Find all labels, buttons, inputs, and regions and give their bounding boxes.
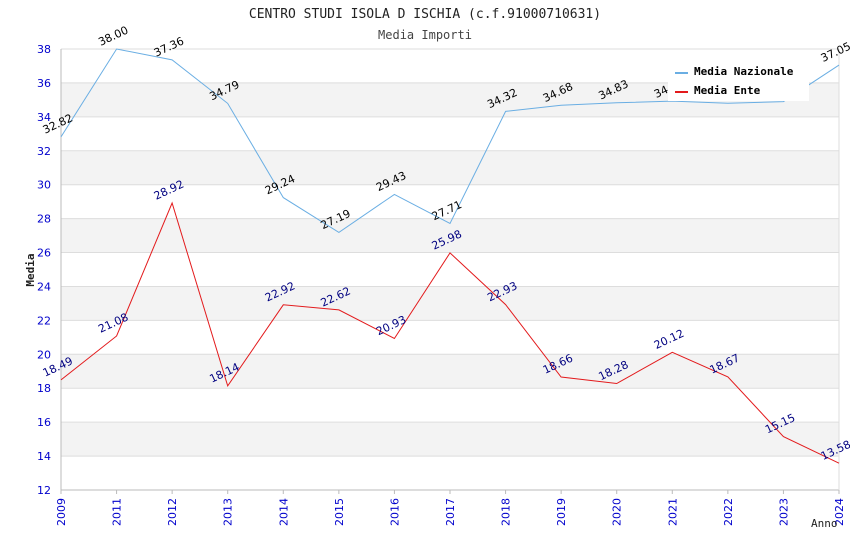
- grid-band: [61, 286, 839, 321]
- y-tick-label: 18: [37, 382, 51, 395]
- x-tick-label: 2021: [666, 498, 679, 526]
- x-tick-label: 2015: [333, 498, 346, 526]
- grid-bands: [61, 82, 839, 457]
- y-tick-label: 22: [37, 314, 51, 327]
- y-tick-label: 24: [37, 280, 51, 293]
- series-line-media-nazionale: [60, 48, 840, 233]
- legend-label-media-nazionale: Media Nazionale: [694, 65, 794, 78]
- y-tick-label: 12: [37, 484, 51, 497]
- grid-band: [61, 150, 839, 185]
- x-tick-label: 2013: [222, 498, 235, 526]
- x-tick-label: 2014: [277, 498, 290, 526]
- x-tick-label: 2011: [111, 498, 124, 526]
- chart-title: CENTRO STUDI ISOLA D ISCHIA (c.f.9100071…: [249, 7, 601, 22]
- y-tick-label: 28: [37, 213, 51, 226]
- x-tick-label: 2016: [388, 498, 401, 526]
- grid-band: [61, 422, 839, 457]
- grid-band: [61, 354, 839, 389]
- y-tick-label: 16: [37, 416, 51, 429]
- chart-subtitle: Media Importi: [378, 28, 472, 42]
- y-tick-label: 38: [37, 43, 51, 56]
- x-axis-label: Anno: [811, 517, 838, 530]
- x-tick-label: 2017: [444, 498, 457, 526]
- x-tick-label: 2012: [166, 498, 179, 526]
- series-lines: [60, 48, 840, 464]
- x-tick-label: 2023: [777, 498, 790, 526]
- y-tick-label: 26: [37, 247, 51, 260]
- y-tick-labels: 12 14 16 18 20 22 24 26 28 30 32 34 36 38: [37, 43, 51, 497]
- y-tick-label: 14: [37, 450, 51, 463]
- y-tick-label: 36: [37, 77, 51, 90]
- y-tick-label: 34: [37, 111, 51, 124]
- x-tick-labels: 2009 2011 2012 2013 2014 2015 2016 2017 2018 2019…: [55, 498, 846, 526]
- data-label: 20.12: [652, 327, 686, 352]
- x-tick-label: 2020: [611, 498, 624, 526]
- data-label: 37.36: [152, 34, 186, 59]
- y-tick-label: 30: [37, 179, 51, 192]
- legend-label-media-ente: Media Ente: [694, 84, 761, 97]
- x-tick-label: 2019: [555, 498, 568, 526]
- grid-band: [61, 218, 839, 253]
- legend-box: [668, 60, 809, 101]
- x-tick-label: 2024: [833, 498, 846, 526]
- x-tick-label: 2022: [722, 498, 735, 526]
- x-tick-label: 2018: [500, 498, 513, 526]
- legend: Media Nazionale Media Ente: [668, 60, 809, 101]
- x-tick-label: 2009: [55, 498, 68, 526]
- y-axis-label: Media: [24, 253, 37, 286]
- y-tick-label: 32: [37, 145, 51, 158]
- data-label: 37.05: [819, 40, 850, 65]
- series-line-media-ente: [60, 201, 840, 464]
- data-label: 38.00: [96, 24, 130, 49]
- y-tick-label: 20: [37, 348, 51, 361]
- axes: [60, 49, 840, 494]
